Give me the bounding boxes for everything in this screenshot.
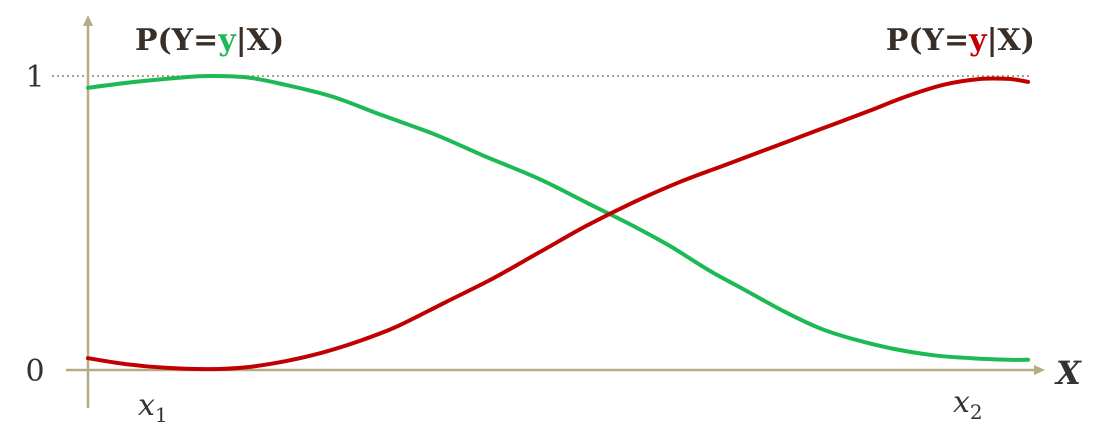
x-point-label-1: x1: [138, 388, 168, 427]
title-right-variable: y: [968, 23, 988, 58]
series-green-curve: [86, 73, 1030, 362]
x-point-label-2: x2: [953, 385, 983, 424]
x-axis-label: X: [1054, 354, 1082, 392]
title-left-variable: y: [217, 23, 237, 58]
title-left-suffix: |X): [236, 23, 284, 58]
title-right-prefix: P(Y=: [886, 23, 969, 58]
series-red-curve: [86, 76, 1030, 372]
title-right-suffix: |X): [987, 23, 1035, 58]
y-tick-label: 1: [25, 60, 44, 95]
chart-title-left: P(Y=y|X): [135, 23, 284, 58]
x-point-symbol: x: [138, 388, 155, 423]
title-left-prefix: P(Y=: [135, 23, 218, 58]
y-tick-label: 0: [25, 354, 44, 389]
x-point-symbol: x: [953, 385, 970, 420]
chart-title-right: P(Y=y|X): [886, 23, 1035, 58]
x-point-subscript: 1: [155, 403, 168, 427]
x-point-subscript: 2: [970, 400, 983, 424]
